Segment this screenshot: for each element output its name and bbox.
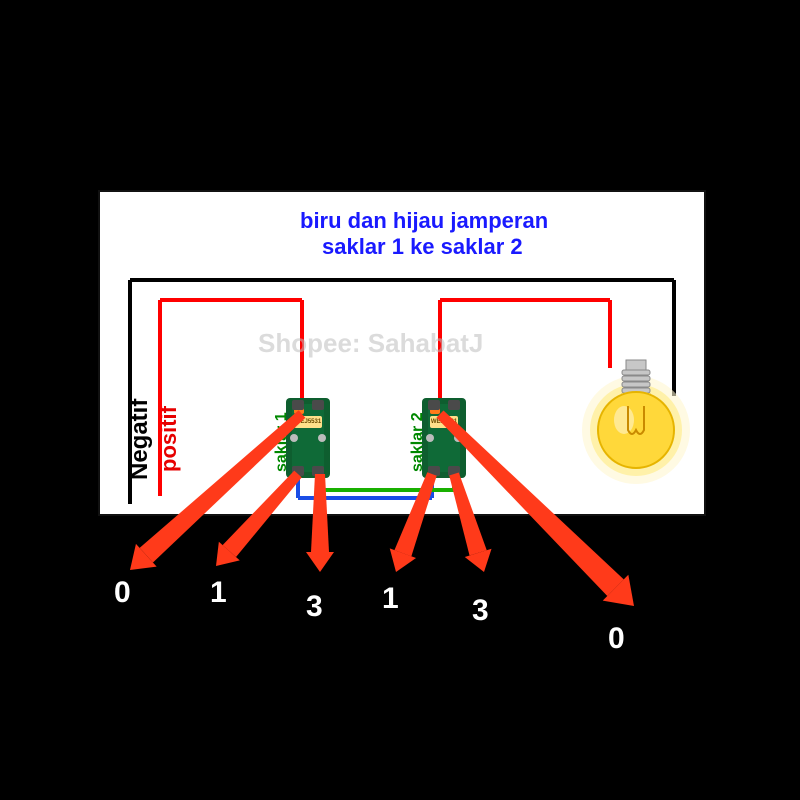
lightbulb-icon — [576, 342, 696, 492]
terminal-number: 1 — [210, 576, 227, 610]
terminal-number: 3 — [306, 590, 323, 624]
switch-1-label: saklar 1 — [273, 412, 291, 472]
terminal-number: 1 — [382, 582, 399, 616]
terminal-number: 0 — [114, 576, 131, 610]
switch-2-label: saklar 2 — [409, 412, 427, 472]
watermark-text: Shopee: SahabatJ — [258, 328, 483, 359]
switch-1: WEJ5531 — [286, 398, 330, 478]
switch-model-label: WEJ5531 — [294, 416, 322, 428]
terminal-number: 3 — [472, 594, 489, 628]
title-line-1: biru dan hijau jamperan — [300, 208, 548, 234]
terminal-number: 0 — [608, 622, 625, 656]
switch-2: WEJ5531 — [422, 398, 466, 478]
title-line-2: saklar 1 ke saklar 2 — [322, 234, 523, 260]
switch-model-label: WEJ5531 — [430, 416, 458, 428]
